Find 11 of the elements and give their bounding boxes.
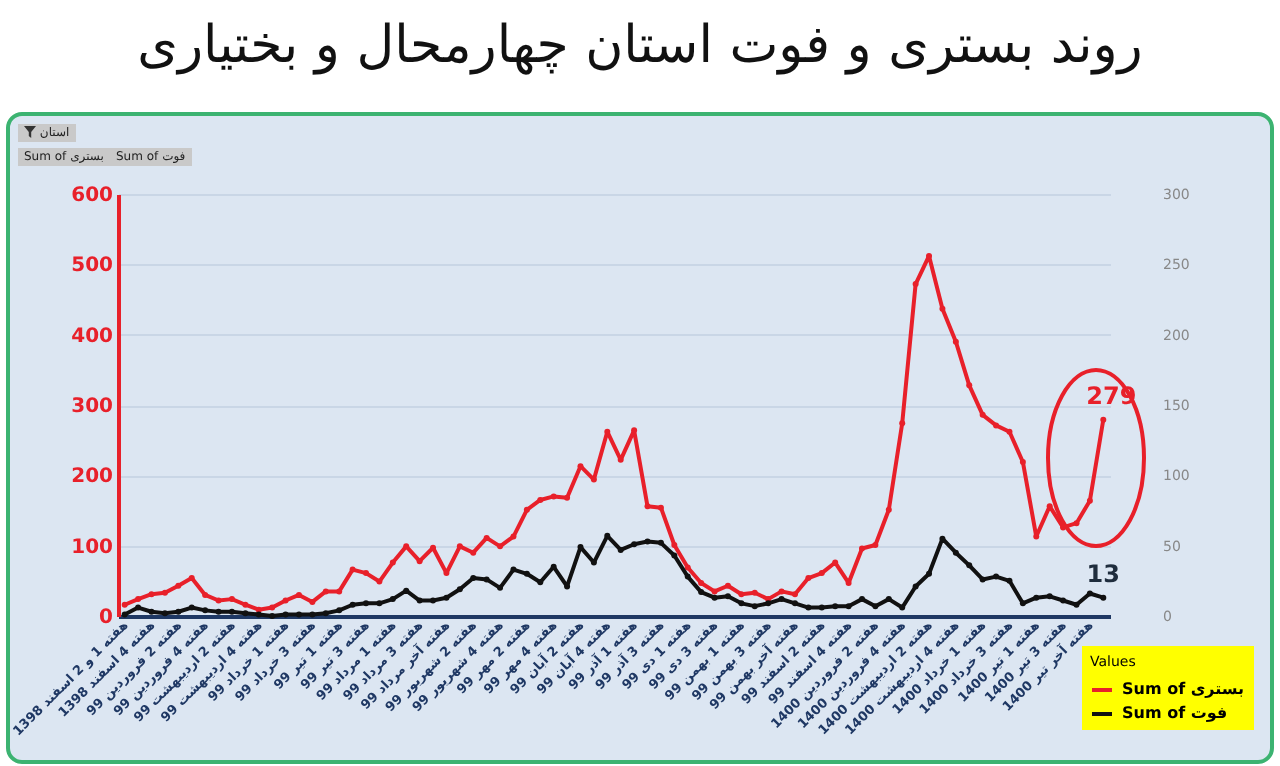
y-tick-label: 100: [71, 536, 114, 559]
data-label: 13: [1086, 559, 1120, 588]
y-tick-label: 500: [71, 255, 114, 278]
legend-label: Sum of فوت: [1122, 704, 1228, 722]
y-tick-label: 600: [71, 185, 114, 207]
y-tick-label: 300: [71, 396, 114, 418]
chart-title: روند بستری و فوت استان چهارمحال و بختیاری: [135, 16, 1145, 76]
y-tick-label: 0: [99, 607, 114, 629]
legend-label: Sum of بستری: [1122, 680, 1245, 698]
y-tick-label: 200: [71, 466, 114, 489]
y-tick-label: 400: [71, 325, 114, 348]
